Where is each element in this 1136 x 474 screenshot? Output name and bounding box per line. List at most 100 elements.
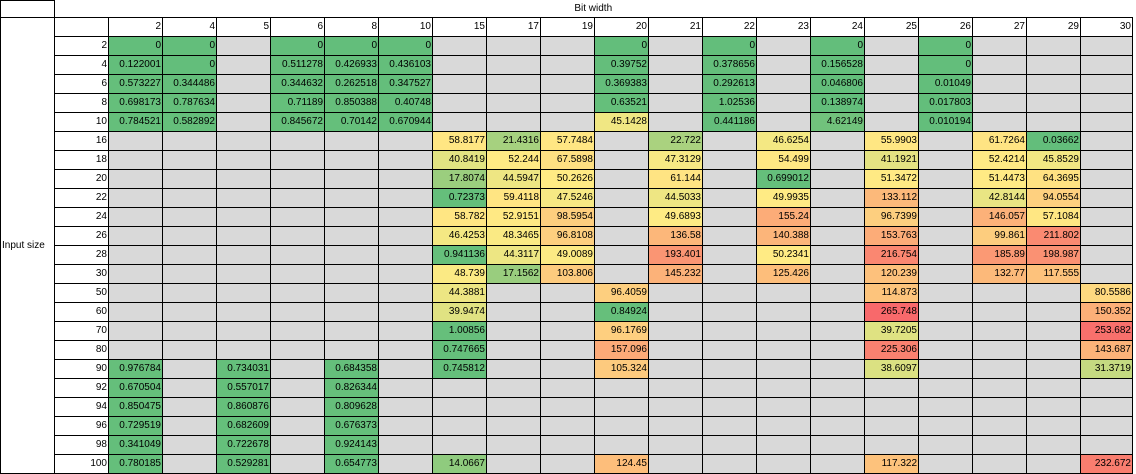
empty-cell	[810, 454, 865, 474]
empty-cell	[540, 359, 595, 379]
empty-cell	[864, 416, 919, 436]
empty-cell	[1026, 112, 1081, 132]
row-header: 50	[54, 283, 109, 303]
empty-cell	[216, 302, 271, 322]
empty-cell	[378, 131, 433, 151]
empty-cell	[1080, 131, 1133, 151]
heatmap-cell: 145.232	[648, 264, 703, 284]
table-row: 98 0.341049 0.722678 0.924143	[1, 435, 1133, 455]
empty-cell	[486, 321, 541, 341]
empty-cell	[378, 359, 433, 379]
heatmap-cell: 49.0089	[540, 245, 595, 265]
empty-cell	[432, 112, 487, 132]
row-header: 4	[54, 55, 109, 75]
column-header: 25	[864, 17, 919, 37]
heatmap-cell: 0.529281	[216, 454, 271, 474]
empty-cell	[810, 169, 865, 189]
table-row: 16 58.8177 21.4316 57.7484 22.722 46.6254 55.9…	[1, 131, 1133, 151]
empty-cell	[216, 245, 271, 265]
column-header: 8	[324, 17, 379, 37]
empty-cell	[378, 397, 433, 417]
row-header: 22	[54, 188, 109, 208]
heatmap-cell: 0.344486	[162, 74, 217, 94]
empty-cell	[540, 454, 595, 474]
table-row: 6 0.573227 0.344486 0.344632 0.262518 0.34752…	[1, 74, 1133, 94]
heatmap-cell: 44.5947	[486, 169, 541, 189]
empty-cell	[1080, 397, 1133, 417]
heatmap-cell: 0.441186	[702, 112, 757, 132]
table-row: 28 0.941136 44.3117 49.0089 193.401 50.2341 21…	[1, 245, 1133, 265]
empty-cell	[540, 302, 595, 322]
empty-cell	[270, 169, 325, 189]
table-row: 22 0.72373 59.4118 47.5246 44.5033 49.9935 133…	[1, 188, 1133, 208]
empty-cell	[216, 36, 271, 56]
empty-cell	[972, 302, 1027, 322]
empty-cell	[972, 397, 1027, 417]
empty-cell	[648, 93, 703, 113]
empty-cell	[972, 93, 1027, 113]
heatmap-cell: 0.682609	[216, 416, 271, 436]
empty-cell	[216, 74, 271, 94]
empty-cell	[486, 93, 541, 113]
heatmap-cell: 0	[594, 36, 649, 56]
column-header: 21	[648, 17, 703, 37]
empty-cell	[810, 416, 865, 436]
empty-cell	[918, 397, 973, 417]
empty-cell	[378, 264, 433, 284]
column-header: 20	[594, 17, 649, 37]
empty-cell	[540, 74, 595, 94]
heatmap-cell: 0.941136	[432, 245, 487, 265]
heatmap-cell: 31.3719	[1080, 359, 1133, 379]
empty-cell	[162, 245, 217, 265]
empty-cell	[810, 226, 865, 246]
heatmap-cell: 0.734031	[216, 359, 271, 379]
table-row: 60 39.9474 0.84924 265.748 150.352	[1, 302, 1133, 322]
empty-cell	[1080, 264, 1133, 284]
heatmap-cell: 0.573227	[108, 74, 163, 94]
empty-cell	[702, 207, 757, 227]
empty-cell	[918, 264, 973, 284]
empty-cell	[648, 378, 703, 398]
empty-cell	[432, 93, 487, 113]
column-header: 27	[972, 17, 1027, 37]
empty-cell	[594, 169, 649, 189]
heatmap-cell: 117.555	[1026, 264, 1081, 284]
empty-cell	[1026, 378, 1081, 398]
empty-cell	[972, 416, 1027, 436]
heatmap-cell: 211.802	[1026, 226, 1081, 246]
column-header: 19	[540, 17, 595, 37]
heatmap-cell: 17.1562	[486, 264, 541, 284]
table-row: 20 17.8074 44.5947 50.2626 61.144 0.699012 51.…	[1, 169, 1133, 189]
empty-cell	[108, 169, 163, 189]
column-header: 5	[216, 17, 271, 37]
empty-cell	[1080, 435, 1133, 455]
empty-cell	[1026, 74, 1081, 94]
corner-blank	[0, 0, 55, 18]
heatmap-cell: 0.378656	[702, 55, 757, 75]
heatmap-cell: 198.987	[1026, 245, 1081, 265]
empty-cell	[162, 416, 217, 436]
empty-cell	[810, 188, 865, 208]
heatmap-cell: 52.244	[486, 150, 541, 170]
heatmap-cell: 125.426	[756, 264, 811, 284]
empty-cell	[540, 283, 595, 303]
heatmap-cell: 0	[324, 36, 379, 56]
empty-cell	[648, 302, 703, 322]
empty-cell	[1026, 397, 1081, 417]
empty-cell	[216, 150, 271, 170]
heatmap-cell: 185.89	[972, 245, 1027, 265]
heatmap-cell: 1.00856	[432, 321, 487, 341]
empty-cell	[702, 226, 757, 246]
empty-cell	[810, 359, 865, 379]
empty-cell	[648, 397, 703, 417]
heatmap-cell: 42.8144	[972, 188, 1027, 208]
heatmap-cell: 0.40748	[378, 93, 433, 113]
heatmap-cell: 0	[918, 36, 973, 56]
heatmap-cell: 52.4214	[972, 150, 1027, 170]
heatmap-cell: 51.3472	[864, 169, 919, 189]
empty-cell	[864, 55, 919, 75]
empty-cell	[756, 112, 811, 132]
empty-cell	[1026, 454, 1081, 474]
